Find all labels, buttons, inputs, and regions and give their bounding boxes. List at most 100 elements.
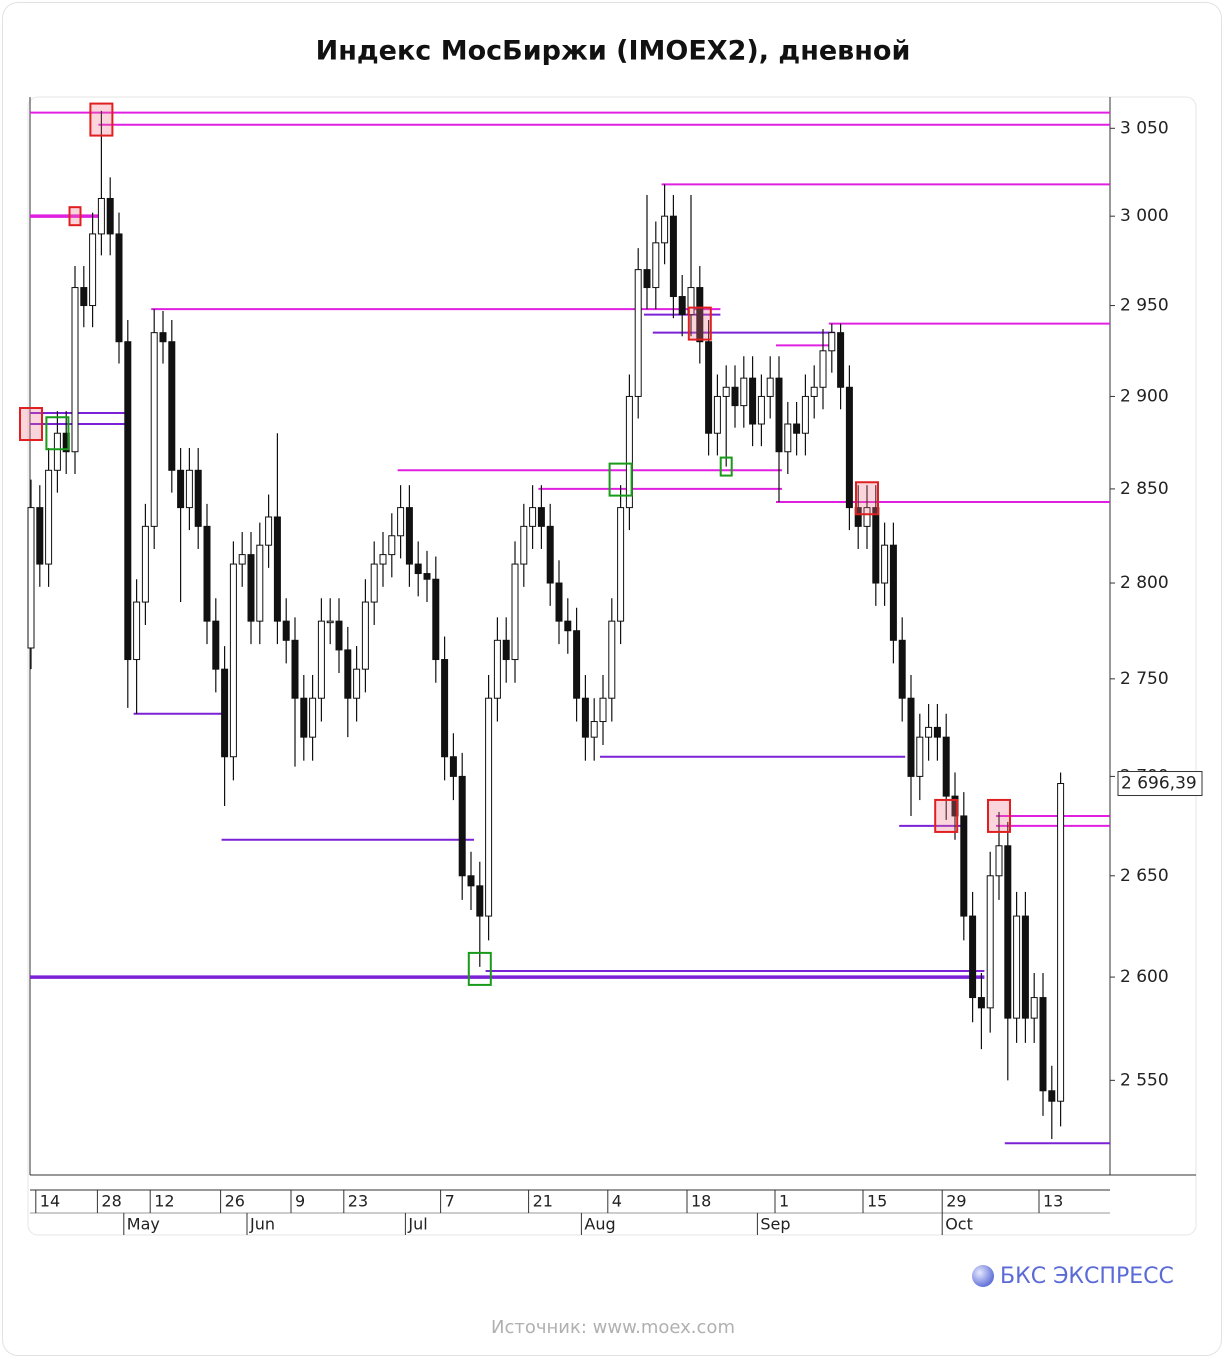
candle-body [379, 554, 387, 565]
candle-body [669, 215, 677, 298]
candle-body [810, 386, 818, 397]
candle-body [837, 332, 845, 388]
candle-body [766, 377, 774, 397]
candle-body [599, 697, 607, 723]
x-tick-label: 12 [154, 1192, 174, 1211]
candle-body [511, 563, 519, 661]
candle-body [203, 525, 211, 622]
signal-box [467, 951, 492, 986]
candle-body [485, 697, 493, 917]
candle-body [793, 423, 801, 434]
candle-body [344, 649, 352, 699]
logo-icon [972, 1265, 994, 1287]
candle-body [53, 432, 61, 471]
candle-body [458, 775, 466, 877]
candle-body [370, 563, 378, 603]
candle-body [925, 726, 933, 738]
candle-body [317, 620, 325, 699]
x-tick-label: 1 [779, 1192, 789, 1211]
signal-box [89, 102, 114, 137]
y-tick-label: 2 550 [1120, 1070, 1169, 1090]
candle-body [265, 516, 273, 546]
candle-body [150, 332, 158, 527]
candle-body [625, 395, 633, 509]
candle-body [335, 620, 343, 651]
y-tick-label: 2 600 [1120, 967, 1169, 987]
candle-body [502, 639, 510, 661]
month-label: Jul [407, 1215, 427, 1234]
candle-body [185, 469, 193, 509]
candle-body [872, 507, 880, 584]
candle-body [405, 507, 413, 565]
candle-body [97, 197, 105, 235]
signal-box [68, 206, 82, 227]
candle-body [432, 578, 440, 661]
candle-body [537, 507, 545, 527]
candle-body [238, 554, 246, 565]
month-label: Sep [760, 1215, 790, 1234]
x-tick-label: 4 [612, 1192, 622, 1211]
candle-body [731, 386, 739, 407]
candle-body [995, 845, 1003, 877]
candle-body [229, 563, 237, 758]
candle-body [414, 563, 422, 575]
x-tick-label: 18 [691, 1192, 711, 1211]
signal-box [45, 416, 70, 451]
candle-body [898, 639, 906, 699]
candle-body [661, 215, 669, 244]
candle-body [71, 287, 79, 453]
candle-body [854, 507, 862, 527]
y-tick-label: 2 750 [1120, 669, 1169, 689]
candle-body [326, 620, 334, 624]
candle-body [590, 721, 598, 738]
candle-body [617, 507, 625, 622]
candle-body [133, 601, 141, 661]
candle-body [194, 469, 202, 527]
candle-body [969, 915, 977, 999]
candle-body [449, 756, 457, 777]
candle-body [27, 507, 35, 649]
candle-body [221, 668, 229, 758]
x-tick-label: 26 [225, 1192, 245, 1211]
candle-body [652, 242, 660, 289]
candle-body [115, 233, 123, 343]
candle-body [168, 341, 176, 471]
candle-body [801, 395, 809, 434]
candle-body [705, 341, 713, 434]
source: Источник: www.moex.com [491, 1317, 735, 1338]
candle-body [212, 620, 220, 670]
candle-body [36, 507, 44, 565]
last-price-box [1117, 771, 1203, 797]
candle-body [177, 469, 185, 509]
x-tick-label: 9 [295, 1192, 305, 1211]
candle-body [388, 535, 396, 556]
candle-body [361, 601, 369, 670]
y-tick-label: 2 900 [1120, 386, 1169, 406]
candle-body [942, 736, 950, 797]
candle-body [282, 620, 290, 641]
candle-body [784, 423, 792, 453]
candle-body [775, 377, 783, 453]
y-tick-label: 2 800 [1120, 573, 1169, 593]
signal-box [719, 456, 733, 477]
signal-box [987, 798, 1011, 833]
candle-body [907, 697, 915, 777]
candle-body [740, 377, 748, 407]
candle-body [757, 395, 765, 425]
candle-body [520, 525, 528, 565]
signal-box [19, 407, 43, 442]
candle-body [141, 525, 149, 603]
candle-body [546, 525, 554, 584]
candle-body [819, 350, 827, 388]
candle-body [1021, 915, 1029, 1019]
last-price-label: 2 696,39 [1121, 774, 1197, 794]
candle-body [397, 507, 405, 537]
candle-body [828, 332, 836, 352]
candle-body [476, 885, 484, 917]
candle-body [960, 815, 968, 917]
candle-body [933, 726, 941, 738]
candle-body [1048, 1090, 1056, 1102]
candle-body [977, 997, 985, 1009]
candle-body [555, 582, 563, 622]
